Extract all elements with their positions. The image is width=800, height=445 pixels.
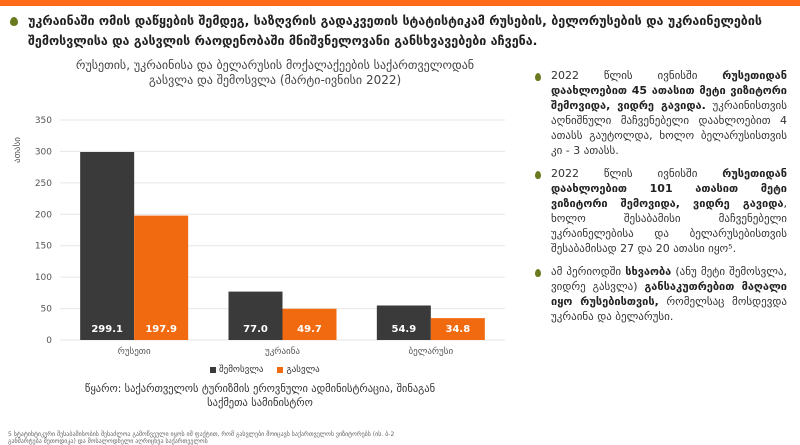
top-accent-bar bbox=[0, 0, 800, 6]
finding-item: 2022 წლის ივნისში რუსეთიდან დაახლოებით 1… bbox=[535, 166, 787, 256]
leaf-bullet-icon bbox=[535, 73, 541, 81]
legend-item-exit: გასვლა bbox=[277, 365, 320, 375]
data-label: 54.9 bbox=[391, 324, 416, 335]
leaf-bullet-icon bbox=[535, 171, 541, 179]
legend-swatch-entry bbox=[210, 367, 216, 373]
y-tick-label: 150 bbox=[35, 242, 52, 252]
bar bbox=[228, 291, 283, 340]
finding-item: ამ პერიოდში სხვაობა (ანუ მეტი შემოსვლა, … bbox=[535, 264, 787, 324]
data-label: 77.0 bbox=[243, 324, 268, 335]
x-tick-label: ბელარუსი bbox=[409, 346, 454, 357]
legend-swatch-exit bbox=[277, 367, 284, 373]
chart-legend: შემოსვლა გასვლა bbox=[210, 365, 320, 375]
finding-run: უკრაინისთვის აღნიშნული მაჩვენებელი დაახლ… bbox=[551, 99, 787, 157]
y-tick-label: 300 bbox=[35, 147, 52, 157]
legend-label-entry: შემოსვლა bbox=[219, 365, 264, 375]
finding-run: რომელსაც მოსდევდა უკრაინა და ბელარუსი. bbox=[551, 295, 787, 323]
header-text: უკრაინაში ომის დაწყების შემდეგ, საზღვრის… bbox=[28, 13, 762, 48]
finding-text: 2022 წლის ივნისში რუსეთიდან დაახლოებით 1… bbox=[551, 166, 787, 256]
finding-emphasis: განსაკუთრებით მაღალი იყო რუსებისთვის, bbox=[551, 280, 787, 308]
y-axis-label: ათასი bbox=[12, 137, 23, 163]
footnote: 5 სტატისტიკური შესაბამისობის შესაძლოა გა… bbox=[8, 431, 395, 445]
legend-item-entry: შემოსვლა bbox=[210, 365, 263, 375]
finding-item: 2022 წლის ივნისში რუსეთიდან დაახლოებით 4… bbox=[535, 68, 787, 158]
finding-emphasis: რუსეთიდან დაახლოებით 45 ათასით მეტი ვიზი… bbox=[551, 69, 787, 112]
y-tick-label: 350 bbox=[35, 116, 52, 126]
bar bbox=[376, 305, 431, 340]
finding-run: , ხოლო შესაბამისი მაჩვენებელი უკრაინელებ… bbox=[551, 197, 787, 255]
bar bbox=[430, 318, 485, 340]
x-tick-label: უკრაინა bbox=[265, 346, 300, 357]
y-tick-label: 250 bbox=[35, 179, 52, 189]
legend-label-exit: გასვლა bbox=[286, 365, 320, 375]
finding-text: ამ პერიოდში სხვაობა (ანუ მეტი შემოსვლა, … bbox=[551, 264, 787, 324]
chart-title: რუსეთის, უკრაინისა და ბელარუსის მოქალაქე… bbox=[75, 58, 475, 87]
finding-text: 2022 წლის ივნისში რუსეთიდან დაახლოებით 4… bbox=[551, 68, 787, 158]
y-tick-label: 200 bbox=[35, 210, 52, 220]
bar bbox=[282, 308, 337, 340]
finding-run: (ანუ მეტი შემოსვლა, ვიდრე გასვლა) bbox=[551, 265, 788, 293]
header: უკრაინაში ომის დაწყების შემდეგ, საზღვრის… bbox=[10, 11, 790, 51]
finding-run: 2022 წლის ივნისში bbox=[551, 167, 723, 180]
y-tick-label: 50 bbox=[41, 305, 53, 315]
source-note: წყარო: საქართველოს ტურიზმის ეროვნული ადმ… bbox=[84, 383, 436, 409]
finding-emphasis: სხვაობა bbox=[625, 265, 672, 278]
bar bbox=[80, 151, 135, 340]
data-label: 197.9 bbox=[145, 324, 177, 335]
finding-emphasis: რუსეთიდან დაახლოებით 101 ათასით მეტი ვიზ… bbox=[551, 167, 787, 210]
data-label: 299.1 bbox=[91, 324, 123, 335]
bar-chart: 0 50 100 150 200 250 300 350 ათასი 299.1 197.9 რუსე… bbox=[12, 116, 505, 357]
leaf-bullet-icon bbox=[10, 17, 18, 26]
data-label: 34.8 bbox=[445, 324, 470, 335]
finding-run: ამ პერიოდში bbox=[551, 265, 626, 278]
leaf-bullet-icon bbox=[535, 269, 541, 277]
finding-run: 2022 წლის ივნისში bbox=[551, 69, 723, 82]
findings-list: 2022 წლის ივნისში რუსეთიდან დაახლოებით 4… bbox=[535, 68, 787, 332]
bar bbox=[134, 215, 189, 340]
y-tick-label: 100 bbox=[35, 273, 52, 283]
y-tick-label: 0 bbox=[46, 336, 52, 346]
data-label: 49.7 bbox=[297, 324, 322, 335]
x-tick-label: რუსეთი bbox=[118, 346, 151, 357]
